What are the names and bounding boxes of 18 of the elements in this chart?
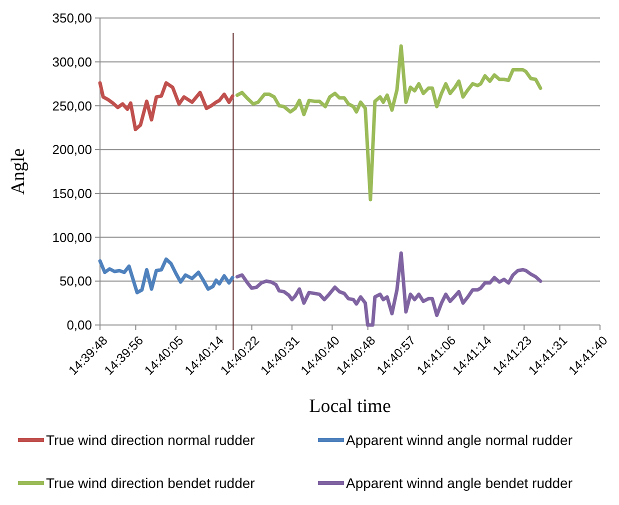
x-axis-title: Local time: [309, 396, 391, 417]
y-tick-label: 200,00: [52, 142, 92, 158]
y-tick-label: 150,00: [52, 186, 92, 201]
y-tick-label: 0,00: [66, 318, 92, 333]
legend-label: True wind direction bendet rudder: [46, 474, 256, 491]
line-series: [98, 81, 234, 132]
line-series: [235, 44, 542, 202]
y-tick-label: 100,00: [52, 230, 92, 245]
legend-label: Apparent winnd angle normal rudder: [346, 432, 573, 448]
legend-label: Apparent winnd angle bendet rudder: [346, 474, 573, 491]
y-tick-label: 250,00: [52, 98, 92, 114]
y-tick-label: 50,00: [59, 274, 92, 289]
y-tick-label: 350,00: [52, 10, 92, 26]
y-tick-label: 300,00: [52, 54, 92, 70]
legend-label: True wind direction normal rudder: [46, 432, 256, 448]
line-series: [235, 251, 542, 327]
y-axis-title: Angle: [8, 148, 29, 195]
line-series: [98, 257, 234, 294]
